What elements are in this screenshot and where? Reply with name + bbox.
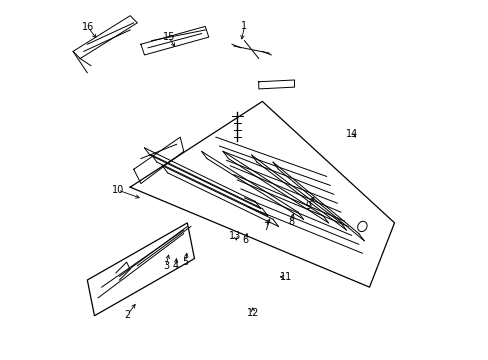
Text: 5: 5 bbox=[182, 257, 188, 267]
Text: 9: 9 bbox=[305, 201, 310, 211]
Text: 2: 2 bbox=[124, 310, 130, 320]
Text: 12: 12 bbox=[247, 308, 259, 318]
Text: 4: 4 bbox=[172, 261, 179, 271]
Text: 3: 3 bbox=[163, 261, 169, 271]
Text: 11: 11 bbox=[279, 272, 291, 282]
Text: 15: 15 bbox=[162, 32, 175, 42]
Text: 8: 8 bbox=[287, 217, 293, 227]
Text: 10: 10 bbox=[111, 185, 123, 195]
Text: 1: 1 bbox=[241, 21, 247, 31]
Text: 14: 14 bbox=[345, 129, 357, 139]
Text: 6: 6 bbox=[242, 235, 248, 245]
Text: 13: 13 bbox=[229, 231, 241, 242]
Text: 16: 16 bbox=[82, 22, 94, 32]
Text: 7: 7 bbox=[262, 222, 268, 232]
